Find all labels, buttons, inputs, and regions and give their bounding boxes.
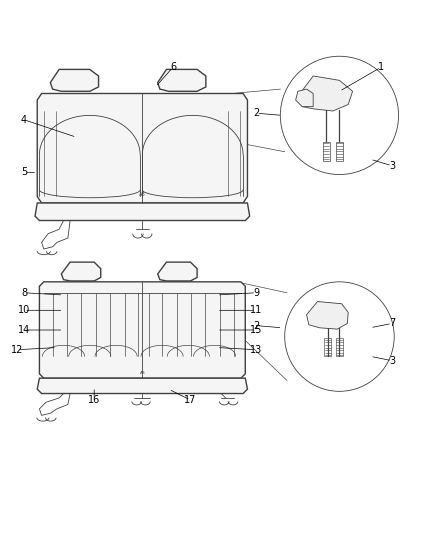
Polygon shape — [323, 142, 330, 161]
Text: 4: 4 — [21, 115, 27, 125]
Text: 16: 16 — [88, 395, 100, 405]
Polygon shape — [336, 142, 343, 161]
Text: 3: 3 — [389, 356, 395, 366]
Text: 1: 1 — [378, 62, 384, 72]
Polygon shape — [158, 69, 206, 91]
Text: 5: 5 — [21, 167, 27, 177]
Text: 12: 12 — [11, 345, 24, 355]
Polygon shape — [39, 282, 245, 378]
Polygon shape — [296, 89, 313, 107]
Text: 13: 13 — [250, 345, 262, 355]
Circle shape — [285, 282, 394, 391]
Text: 11: 11 — [250, 305, 262, 316]
Text: 7: 7 — [389, 318, 395, 328]
Polygon shape — [35, 203, 250, 221]
Circle shape — [280, 56, 399, 174]
Text: 14: 14 — [18, 325, 30, 335]
Polygon shape — [37, 93, 247, 203]
Text: 2: 2 — [253, 321, 259, 330]
Text: 15: 15 — [250, 325, 262, 335]
Polygon shape — [300, 76, 353, 111]
Text: 10: 10 — [18, 305, 30, 316]
Text: 17: 17 — [184, 395, 197, 405]
Text: 8: 8 — [21, 288, 27, 298]
Polygon shape — [158, 262, 197, 281]
Polygon shape — [37, 378, 247, 393]
Text: AB: AB — [139, 371, 145, 375]
Text: AB: AB — [139, 192, 146, 197]
Polygon shape — [50, 69, 99, 91]
Text: 3: 3 — [389, 161, 395, 171]
Polygon shape — [61, 262, 101, 281]
Polygon shape — [307, 302, 348, 329]
Text: 2: 2 — [253, 108, 259, 118]
Text: 6: 6 — [170, 62, 176, 72]
Text: 9: 9 — [253, 288, 259, 298]
